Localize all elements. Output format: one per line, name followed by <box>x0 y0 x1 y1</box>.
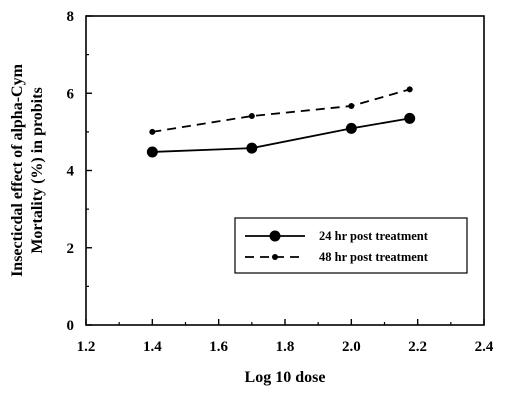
legend-marker-2 <box>272 254 278 260</box>
x-tick-label: 2.4 <box>475 339 494 355</box>
y-tick-label: 6 <box>67 86 75 102</box>
y-tick-label: 2 <box>67 241 75 257</box>
series-line-1 <box>152 117 410 153</box>
legend-label-2: 48 hr post treatment <box>319 250 429 264</box>
y-tick-label: 0 <box>67 318 75 334</box>
legend-marker-1 <box>269 230 281 242</box>
y-tick-label: 4 <box>67 164 75 180</box>
x-axis-title: Log 10 dose <box>245 369 326 386</box>
x-tick-label: 1.6 <box>209 339 228 355</box>
series-2-point <box>348 102 355 109</box>
x-tick-label: 2.0 <box>342 339 361 355</box>
x-tick-label: 2.2 <box>408 339 427 355</box>
series-2-point <box>406 86 413 93</box>
series-1-point <box>404 112 416 124</box>
x-tick-label: 1.2 <box>77 339 96 355</box>
y-tick-label: 8 <box>67 9 75 25</box>
legend-label-1: 24 hr post treatment <box>319 229 429 243</box>
series-2-point <box>248 113 255 120</box>
x-tick-label: 1.8 <box>276 339 295 355</box>
plot-area: 1.2 1.4 1.6 1.8 2.0 2.2 2.4 0 2 4 6 8 Log 10 dose Ins… <box>9 9 494 386</box>
y-axis-title-line-1: Insecticdal effect of alpha-Cym <box>9 63 26 277</box>
series-1-point <box>345 122 357 134</box>
plot-frame <box>85 15 485 326</box>
series-2-point <box>149 128 156 135</box>
y-axis-title-line-2: Mortality (%) in probits <box>29 87 46 253</box>
series-1-point <box>246 142 258 154</box>
x-tick-label: 1.4 <box>143 339 162 355</box>
legend-box <box>234 217 468 274</box>
series-1-point <box>146 146 158 158</box>
series-line-2 <box>152 88 410 133</box>
